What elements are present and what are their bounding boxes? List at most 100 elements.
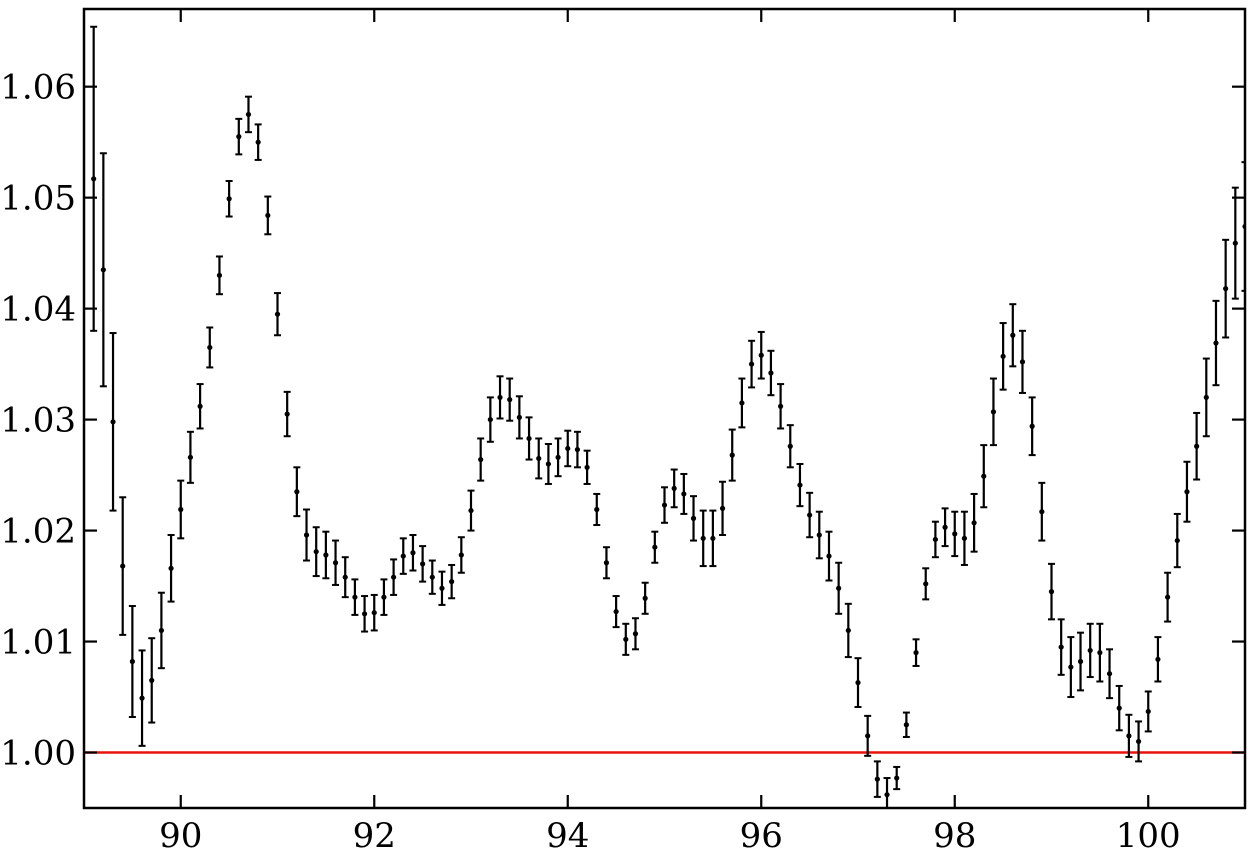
marker: [710, 535, 716, 541]
marker: [855, 680, 861, 686]
data-point: [167, 534, 175, 603]
marker: [797, 482, 803, 488]
data-point: [138, 649, 146, 747]
data-point: [670, 468, 678, 509]
data-point: [506, 377, 514, 422]
marker: [613, 608, 619, 615]
marker: [865, 733, 871, 739]
data-point: [380, 578, 388, 616]
marker: [1203, 394, 1209, 401]
data-point: [361, 595, 369, 633]
data-point: [1183, 460, 1191, 523]
data-point: [1096, 622, 1104, 683]
marker: [284, 411, 290, 417]
marker: [961, 535, 968, 541]
marker: [1194, 443, 1200, 449]
data-point: [215, 255, 223, 296]
marker: [971, 520, 977, 526]
marker: [332, 560, 339, 566]
data-point: [661, 486, 668, 524]
data-point: [941, 507, 949, 548]
data-point: [1115, 684, 1123, 732]
marker: [439, 585, 445, 591]
marker: [468, 507, 474, 514]
data-point: [748, 339, 756, 389]
data-point: [244, 95, 252, 134]
marker: [149, 677, 155, 683]
data-point: [883, 777, 891, 808]
x-tick-label: 96: [740, 816, 783, 856]
marker: [303, 532, 310, 538]
data-point: [264, 195, 272, 236]
y-tick-label: 1.05: [0, 179, 76, 219]
marker: [594, 506, 600, 513]
marker: [981, 473, 987, 479]
data-point: [390, 558, 398, 596]
data-point: [854, 657, 862, 709]
data-point: [1144, 690, 1152, 733]
data-point: [1038, 481, 1046, 542]
marker: [1058, 644, 1064, 650]
data-point: [612, 595, 620, 629]
data-point: [699, 509, 707, 568]
y-tick-label: 1.02: [0, 512, 76, 552]
marker: [410, 550, 416, 556]
data-point: [1212, 299, 1220, 387]
data-point: [351, 578, 359, 616]
data-point: [312, 526, 320, 578]
data-point: [951, 510, 959, 558]
data-point: [1164, 571, 1172, 623]
data-point: [399, 537, 407, 575]
x-tick-label: 100: [1116, 816, 1181, 856]
marker: [342, 574, 348, 580]
data-point: [593, 492, 601, 527]
data-point: [428, 559, 436, 595]
data-point: [448, 563, 456, 600]
data-point: [554, 437, 562, 478]
marker: [294, 489, 300, 495]
x-tick-label: 92: [353, 816, 396, 856]
data-point: [786, 424, 794, 469]
marker: [816, 532, 822, 538]
marker: [1048, 589, 1055, 595]
data-point: [1057, 618, 1065, 676]
marker: [158, 627, 164, 634]
marker: [381, 594, 387, 600]
marker: [623, 636, 629, 642]
y-tick-label: 1.01: [0, 623, 76, 663]
marker: [932, 536, 939, 543]
marker: [729, 452, 735, 458]
marker: [1155, 656, 1161, 662]
marker: [652, 544, 658, 550]
marker: [236, 134, 242, 140]
data-points-layer: [90, 25, 1245, 808]
marker: [1232, 240, 1238, 246]
marker: [719, 505, 726, 511]
data-point: [1125, 713, 1133, 758]
data-point: [1048, 562, 1055, 621]
marker: [400, 553, 406, 559]
data-point: [564, 429, 572, 468]
data-point: [728, 428, 736, 482]
marker: [1223, 286, 1229, 292]
data-point: [844, 602, 852, 659]
data-point: [457, 536, 465, 574]
marker: [1165, 594, 1171, 600]
data-point: [438, 570, 446, 606]
marker: [274, 311, 281, 317]
data-point: [709, 509, 717, 568]
marker: [632, 631, 639, 637]
marker: [603, 560, 610, 566]
marker: [207, 344, 213, 351]
marker: [1039, 509, 1045, 515]
axis-ticks-layer: [84, 9, 1245, 808]
x-tick-label: 94: [546, 816, 589, 856]
data-point: [757, 330, 765, 380]
data-point: [893, 765, 901, 791]
marker: [1087, 647, 1093, 654]
marker: [110, 419, 116, 425]
data-point: [206, 326, 214, 369]
marker: [671, 485, 677, 491]
data-point: [806, 491, 814, 539]
